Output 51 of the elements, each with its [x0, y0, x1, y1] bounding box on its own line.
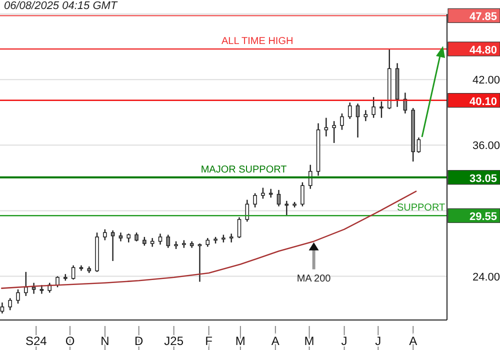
y-tick-label: 42.00: [472, 74, 500, 87]
x-tick-label: J: [375, 334, 382, 348]
candlestick: [261, 187, 265, 200]
candlestick: [276, 189, 281, 207]
chart-title: 06/08/2025 04:15 GMT: [4, 0, 118, 12]
candlestick: [253, 192, 257, 208]
candlestick: [416, 136, 421, 154]
candlestick: [348, 102, 352, 120]
candlestick: [56, 276, 60, 288]
ref-line-label: 47.85: [469, 11, 497, 24]
candlestick: [332, 120, 336, 144]
ref-line-label: 44.80: [469, 44, 497, 56]
x-tick-label: M: [304, 334, 314, 348]
ref-line-label: 29.55: [469, 211, 497, 224]
candlestick: [16, 288, 20, 304]
candlestick: [364, 110, 368, 122]
x-tick-label: N: [100, 334, 110, 348]
ref-line-label: 40.10: [469, 96, 497, 108]
candlestick: [340, 112, 344, 130]
candlestick: [103, 228, 107, 241]
candlestick: [229, 233, 234, 244]
y-tick-label: 24.00: [472, 271, 500, 284]
candlestick: [380, 100, 384, 118]
candlestick: [356, 103, 360, 138]
x-tick-label: S24: [25, 334, 48, 348]
candlestick: [372, 96, 376, 118]
candlestick: [24, 271, 28, 297]
ref-line-label: 33.05: [469, 172, 497, 185]
candlestick: [32, 282, 36, 294]
x-tick-label: A: [409, 334, 418, 348]
candlestick: [300, 182, 304, 207]
x-tick-label: M: [235, 334, 246, 348]
candlestick: [245, 199, 250, 222]
candlestick: [198, 242, 202, 282]
annotation: ALL TIME HIGH: [222, 36, 294, 47]
candlestick: [71, 264, 76, 280]
text: MA 200: [296, 273, 332, 284]
x-tick-label: A: [271, 334, 280, 348]
x-tick-label: O: [65, 334, 75, 348]
x-tick-label: J: [341, 334, 348, 348]
annotation: SUPPORT: [396, 202, 446, 214]
candlestick: [8, 298, 12, 311]
x-tick-label: F: [205, 334, 212, 348]
candlestick: [237, 216, 242, 239]
annotation: MAJOR SUPPORT: [200, 164, 287, 176]
candlestick: [110, 230, 115, 262]
x-tick-label: J25: [164, 334, 184, 348]
x-tick-label: D: [134, 334, 144, 348]
y-tick-label: 36.00: [472, 140, 500, 152]
candlestick: [158, 233, 162, 246]
candlestick: [166, 234, 170, 248]
